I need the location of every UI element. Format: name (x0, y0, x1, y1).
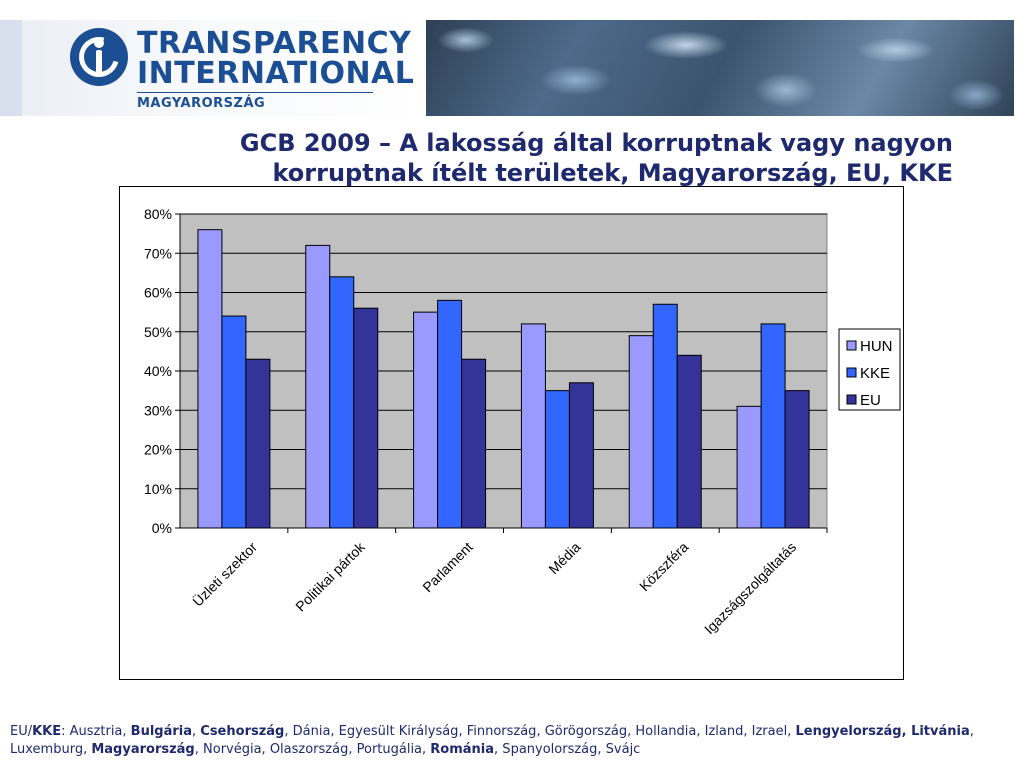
transparency-logo-icon (70, 28, 128, 86)
bar-eu (245, 358, 271, 529)
y-tick-label: 50% (144, 324, 172, 340)
bar-hun (305, 244, 331, 529)
footer-segment: Bulgária (130, 724, 193, 739)
footer-segment: Magyarország (91, 742, 195, 757)
legend-label-kke: KKE (860, 365, 890, 382)
slide-title-line2: korruptnak ítélt területek, Magyarország… (272, 159, 953, 187)
y-tick-label: 30% (144, 402, 172, 418)
footer-segment: , Dánia, Egyesült Királyság, Finnország,… (284, 724, 796, 739)
slide-title-line1: GCB 2009 – A lakosság által korruptnak v… (239, 129, 953, 157)
logo-text-line2: INTERNATIONAL (137, 56, 415, 91)
x-tick-label: Média (545, 539, 583, 577)
bar-eu (353, 307, 379, 529)
logo-text-line1: TRANSPARENCY (137, 26, 412, 61)
y-tick-label: 10% (144, 481, 172, 497)
footer-segment: Csehország (200, 724, 285, 739)
logo-divider (137, 92, 373, 93)
x-tick-label: Üzleti szektor (189, 538, 261, 610)
bar-hun (520, 323, 546, 529)
footer-segment: , Spanyolország, Svájc (494, 742, 641, 757)
footer-segment: Lengyelország, Litvánia (795, 724, 970, 739)
header-photo (426, 20, 1014, 116)
header-accent-strip (0, 20, 22, 116)
legend-swatch-kke (846, 367, 857, 378)
bar-hun (736, 405, 762, 529)
y-tick-label: 40% (144, 363, 172, 379)
header-banner: TRANSPARENCY INTERNATIONAL MAGYARORSZÁG (0, 20, 1014, 116)
y-tick-label: 70% (144, 245, 172, 261)
footer-segment: , (192, 724, 201, 739)
y-tick-label: 80% (144, 206, 172, 222)
x-tick-label: Politikai pártok (292, 538, 368, 614)
bar-kke (760, 323, 786, 529)
x-tick-label: Igazságszolgáltatás (701, 539, 799, 637)
legend-label-hun: HUN (860, 338, 893, 355)
legend-swatch-hun (846, 340, 857, 351)
footer-segment: , Norvégia, Olaszország, Portugália, (194, 742, 431, 757)
logo-subtitle: MAGYARORSZÁG (137, 96, 266, 111)
y-tick-label: 0% (152, 520, 172, 536)
footer-segment: EU/ (10, 724, 33, 739)
footer-segment: KKE (32, 724, 62, 739)
footer-segment: Románia (430, 742, 495, 757)
bar-eu (784, 390, 810, 529)
bar-kke (329, 276, 355, 529)
bar-hun (413, 311, 439, 529)
bar-eu (676, 354, 702, 529)
legend-label-eu: EU (860, 392, 881, 409)
x-tick-label: Parlament (419, 539, 476, 596)
bar-chart: 0% 10% 20% 30% 40% 50% 60% 70% 80% Üzleti szektor… (144, 206, 901, 637)
bar-kke (437, 299, 463, 529)
bar-kke (221, 315, 247, 529)
bar-hun (197, 229, 223, 529)
y-tick-label: 20% (144, 442, 172, 458)
footer-segment: : Ausztria, (61, 724, 131, 739)
chart-frame: 0% 10% 20% 30% 40% 50% 60% 70% 80% Üzleti szektor… (119, 186, 904, 680)
x-tick-label: Közszféra (636, 539, 691, 594)
bar-kke (544, 390, 570, 529)
bar-eu (461, 358, 487, 529)
y-tick-label: 60% (144, 285, 172, 301)
bar-hun (628, 335, 654, 529)
header-logo-area: TRANSPARENCY INTERNATIONAL MAGYARORSZÁG (0, 20, 426, 116)
bar-kke (652, 303, 678, 529)
bar-eu (568, 382, 594, 529)
legend-swatch-eu (846, 394, 857, 405)
footer-segment: , Luxemburg, (10, 724, 974, 757)
footer-note: EU/KKE: Ausztria, Bulgária, Csehország, … (10, 723, 1014, 759)
slide-title: GCB 2009 – A lakosság által korruptnak v… (160, 128, 953, 188)
